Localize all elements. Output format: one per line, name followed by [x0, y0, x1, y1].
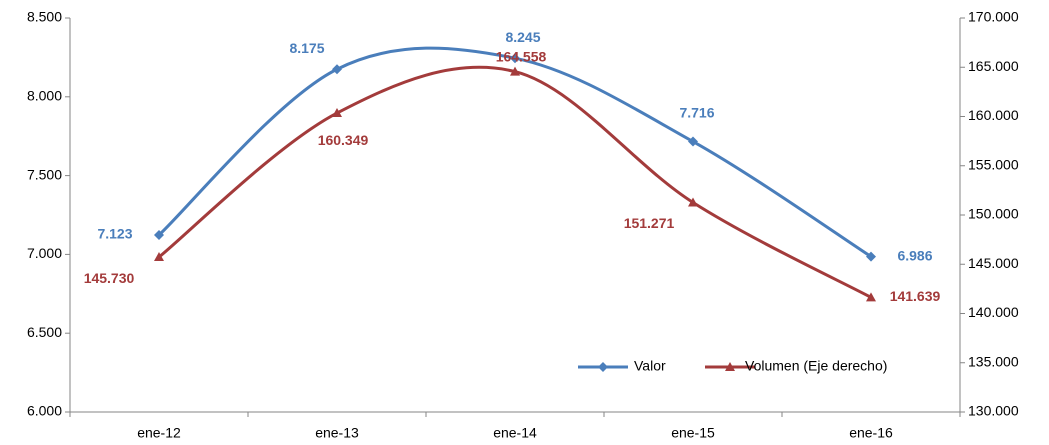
x-tick-label: ene-13 — [315, 425, 359, 441]
marker — [598, 362, 608, 372]
value-label: 6.986 — [897, 247, 932, 263]
y2-tick-label: 140.000 — [968, 304, 1019, 320]
value-label: 164.558 — [496, 48, 547, 64]
x-tick-label: ene-16 — [849, 425, 893, 441]
value-label: 8.245 — [505, 29, 540, 45]
marker — [725, 362, 735, 371]
series-line — [157, 46, 872, 258]
x-tick-label: ene-15 — [671, 425, 715, 441]
y-tick-label: 8.500 — [27, 9, 62, 25]
y2-tick-label: 160.000 — [968, 107, 1019, 123]
marker — [332, 64, 342, 75]
y2-tick-label: 165.000 — [968, 58, 1019, 74]
marker — [688, 136, 698, 147]
legend-label: Valor — [634, 358, 666, 374]
y2-tick-label: 170.000 — [968, 9, 1019, 25]
marker — [332, 108, 342, 118]
value-label: 141.639 — [890, 288, 941, 304]
marker — [688, 197, 698, 207]
value-label: 151.271 — [624, 215, 675, 231]
value-label: 145.730 — [84, 270, 135, 286]
y-tick-label: 6.500 — [27, 324, 62, 340]
y2-tick-label: 150.000 — [968, 206, 1019, 222]
marker — [510, 53, 520, 64]
y-tick-label: 8.000 — [27, 88, 62, 104]
legend-label: Volumen (Eje derecho) — [745, 358, 887, 374]
y2-tick-label: 145.000 — [968, 255, 1019, 271]
series-line — [158, 65, 872, 299]
value-label: 7.716 — [679, 104, 714, 120]
marker — [154, 252, 164, 262]
value-label: 7.123 — [97, 226, 132, 242]
marker — [154, 230, 164, 241]
y-tick-label: 6.000 — [27, 403, 62, 419]
x-tick-label: ene-14 — [493, 425, 537, 441]
marker — [510, 66, 520, 76]
y2-tick-label: 135.000 — [968, 353, 1019, 369]
x-tick-label: ene-12 — [137, 425, 181, 441]
value-label: 8.175 — [289, 40, 324, 56]
marker — [866, 251, 876, 262]
y2-tick-label: 130.000 — [968, 403, 1019, 419]
marker — [866, 292, 876, 302]
y2-tick-label: 155.000 — [968, 156, 1019, 172]
value-label: 160.349 — [318, 132, 369, 148]
y-tick-label: 7.500 — [27, 166, 62, 182]
y-tick-label: 7.000 — [27, 245, 62, 261]
